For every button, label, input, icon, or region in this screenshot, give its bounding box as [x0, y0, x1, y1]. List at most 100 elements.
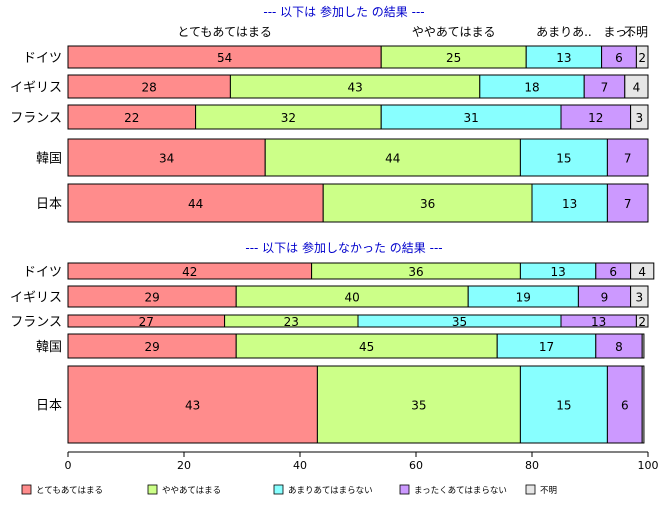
- panel-1-row-5-value-label-3: 13: [562, 197, 577, 211]
- panel-1-row-4-segment-3: [519, 138, 608, 177]
- panel-2-row-1-label: ドイツ: [23, 265, 62, 280]
- panel-1-row-5-segment-3: [531, 183, 608, 223]
- panel-1-row-4-segment-2: [264, 138, 521, 177]
- panel-2-row-2-value-label-2: 40: [345, 291, 360, 305]
- panel-1-row-5-value-label-2: 36: [420, 197, 435, 211]
- panel-2-row-1-value-label-3: 13: [550, 265, 565, 279]
- panel-2-row-4-segment-4: [595, 333, 643, 359]
- panel-2-row-1-segment-5: [630, 262, 655, 280]
- panel-1-row-3-value-label-1: 22: [124, 111, 139, 125]
- panel-1-row-2-value-label-5: 4: [633, 81, 641, 95]
- panel-1-row-1-value-label-2: 25: [446, 51, 461, 65]
- legend-label-5: 不明: [540, 486, 557, 496]
- panel-1-row-2-segment-5: [624, 74, 649, 99]
- panel-2-row-2-value-label-3: 19: [516, 291, 531, 305]
- panel-1-row-5-segment-4: [606, 183, 649, 223]
- panel-2-row-4-segment-2: [235, 333, 498, 359]
- panel-2-row-4-remainder: [641, 333, 645, 359]
- panel-1-row-3-label: フランス: [10, 111, 62, 126]
- panel-1-header-label-4: まっ..: [603, 25, 634, 39]
- panel-2-title: --- 以下は 参加しなかった の結果 ---: [245, 240, 442, 255]
- panel-1-row-1-segment-5: [635, 45, 649, 69]
- panel-1-header-label-3: あまりあ..: [536, 25, 592, 39]
- legend-swatch-5: [525, 484, 536, 495]
- panel-1-row-2-value-label-1: 28: [142, 81, 157, 95]
- panel-2-row-1-value-label-1: 42: [182, 265, 197, 279]
- panel-2-row-4-segment-3: [496, 333, 597, 359]
- panel-1-row-2-label: イギリス: [10, 81, 62, 96]
- panel-2-row-2-value-label-1: 29: [144, 291, 159, 305]
- legend-label-3: あまりあてはまらない: [288, 486, 373, 496]
- panel-1-header-label-1: とてもあてはまる: [177, 25, 272, 39]
- panel-1-title: --- 以下は 参加した の結果 ---: [263, 4, 424, 19]
- panel-1-header-label-2: ややあてはまる: [412, 25, 496, 39]
- panel-1-row-4-segment-1: [67, 138, 266, 177]
- panel-1-row-1-value-label-1: 54: [217, 51, 232, 65]
- panel-2-row-3-value-label-2: 23: [284, 315, 299, 329]
- panel-1-row-3-segment-2: [195, 104, 382, 130]
- x-tick-label-6: 100: [638, 459, 659, 472]
- panel-1-row-4-value-label-2: 44: [385, 152, 400, 166]
- panel-1-row-3-value-label-5: 3: [635, 111, 643, 125]
- panel-1-row-1-label: ドイツ: [23, 51, 62, 66]
- panel-2-row-3-value-label-4: 13: [591, 315, 606, 329]
- panel-1-row-5-label: 日本: [36, 197, 62, 212]
- panel-1-row-4-value-label-1: 34: [159, 152, 174, 166]
- panel-2-row-3-value-label-5: 2: [638, 315, 646, 329]
- panel-2-row-3-segment-5: [635, 314, 649, 328]
- panel-2-row-5-value-label-2: 35: [411, 399, 426, 413]
- x-tick-label-1: 0: [65, 459, 72, 472]
- panel-2-row-1-value-label-2: 36: [408, 265, 423, 279]
- panel-2-row-4-value-label-1: 29: [144, 340, 159, 354]
- panel-2-row-5-segment-2: [316, 365, 521, 444]
- panel-1-row-2-value-label-4: 7: [601, 81, 609, 95]
- x-tick-label-2: 20: [177, 459, 191, 472]
- panel-1-row-5-value-label-1: 44: [188, 197, 203, 211]
- panel-1-row-2-value-label-3: 18: [524, 81, 539, 95]
- panel-2-row-4-value-label-4: 8: [615, 340, 623, 354]
- panel-1-header-label-5: 不明: [624, 25, 648, 39]
- panel-1-row-4-value-label-3: 15: [556, 152, 571, 166]
- x-tick-label-3: 40: [293, 459, 307, 472]
- panel-1-row-1-value-label-5: 2: [638, 51, 646, 65]
- panel-2-row-5-segment-1: [67, 365, 318, 444]
- panel-1-row-3-value-label-2: 32: [281, 111, 296, 125]
- panel-1-row-5-segment-2: [322, 183, 533, 223]
- legend-label-1: とてもあてはまる: [36, 486, 103, 496]
- legend-label-4: まったくあてはまらない: [414, 486, 507, 496]
- panel-2-row-2-value-label-5: 3: [635, 291, 643, 305]
- panel-2-row-3-value-label-3: 35: [452, 315, 467, 329]
- x-tick-label-4: 60: [409, 459, 423, 472]
- panel-1-row-5-segment-1: [67, 183, 324, 223]
- panel-2-row-3-value-label-1: 27: [139, 315, 154, 329]
- panel-2-row-5-remainder: [641, 365, 645, 444]
- panel-2-row-2-label: イギリス: [10, 291, 62, 306]
- legend-label-2: ややあてはまる: [162, 486, 221, 496]
- legend-swatch-1: [21, 484, 32, 495]
- panel-1-row-1-value-label-3: 13: [556, 51, 571, 65]
- panel-2-row-5-value-label-1: 43: [185, 399, 200, 413]
- panel-2-row-2-value-label-4: 9: [601, 291, 609, 305]
- panel-2-row-3-label: フランス: [10, 315, 62, 330]
- panel-2-row-4-value-label-3: 17: [539, 340, 554, 354]
- legend-swatch-3: [273, 484, 284, 495]
- panel-1-row-3-segment-1: [67, 104, 197, 130]
- panel-2-row-5-value-label-3: 15: [556, 399, 571, 413]
- panel-1-row-4-value-label-4: 7: [624, 152, 632, 166]
- legend-swatch-2: [147, 484, 158, 495]
- panel-1-row-5-value-label-4: 7: [624, 197, 632, 211]
- panel-2-row-4-label: 韓国: [36, 340, 62, 355]
- panel-1-row-4-label: 韓国: [36, 152, 62, 167]
- panel-1-row-3-segment-3: [380, 104, 562, 130]
- x-tick-label-5: 80: [525, 459, 539, 472]
- panel-2-row-1-value-label-5: 4: [638, 265, 646, 279]
- panel-1-row-3-value-label-3: 31: [463, 111, 478, 125]
- legend-swatch-4: [399, 484, 410, 495]
- panel-1-row-2-value-label-2: 43: [347, 81, 362, 95]
- panel-1-row-1-value-label-4: 6: [615, 51, 623, 65]
- panel-2-row-4-value-label-2: 45: [359, 340, 374, 354]
- panel-2-row-1-value-label-4: 6: [609, 265, 617, 279]
- panel-2-row-2-segment-5: [630, 285, 649, 308]
- panel-2-row-5-value-label-4: 6: [621, 399, 629, 413]
